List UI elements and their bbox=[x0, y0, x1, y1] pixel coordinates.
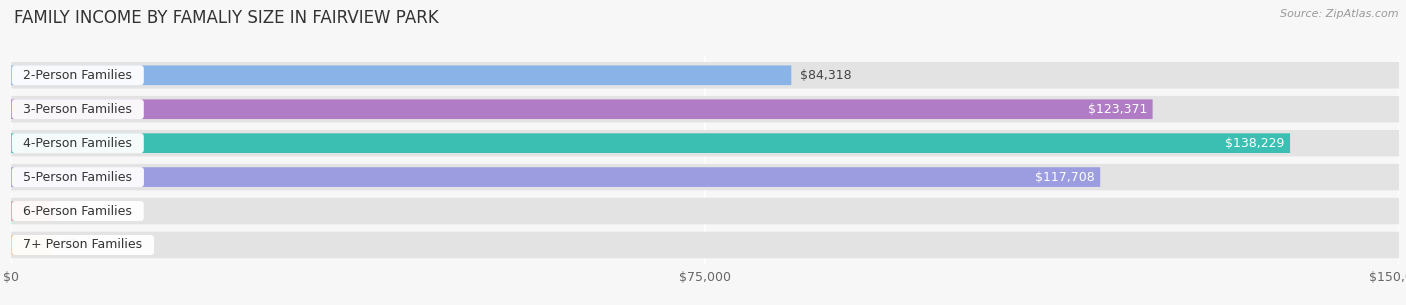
Text: $123,371: $123,371 bbox=[1088, 103, 1147, 116]
FancyBboxPatch shape bbox=[11, 232, 1399, 258]
Text: Source: ZipAtlas.com: Source: ZipAtlas.com bbox=[1281, 9, 1399, 19]
Text: 6-Person Families: 6-Person Families bbox=[15, 205, 141, 217]
FancyBboxPatch shape bbox=[11, 99, 1153, 119]
FancyBboxPatch shape bbox=[11, 66, 792, 85]
Text: 7+ Person Families: 7+ Person Families bbox=[15, 239, 150, 252]
Text: $138,229: $138,229 bbox=[1225, 137, 1285, 150]
FancyBboxPatch shape bbox=[11, 62, 1399, 88]
FancyBboxPatch shape bbox=[11, 130, 1399, 156]
Text: $84,318: $84,318 bbox=[800, 69, 851, 82]
FancyBboxPatch shape bbox=[11, 96, 1399, 122]
FancyBboxPatch shape bbox=[11, 167, 1101, 187]
FancyBboxPatch shape bbox=[11, 164, 1399, 190]
Text: $0: $0 bbox=[62, 205, 77, 217]
FancyBboxPatch shape bbox=[11, 235, 53, 255]
Text: $117,708: $117,708 bbox=[1035, 170, 1095, 184]
Text: 4-Person Families: 4-Person Families bbox=[15, 137, 141, 150]
Text: 5-Person Families: 5-Person Families bbox=[15, 170, 141, 184]
Text: 2-Person Families: 2-Person Families bbox=[15, 69, 141, 82]
Text: FAMILY INCOME BY FAMALIY SIZE IN FAIRVIEW PARK: FAMILY INCOME BY FAMALIY SIZE IN FAIRVIE… bbox=[14, 9, 439, 27]
FancyBboxPatch shape bbox=[11, 133, 1291, 153]
FancyBboxPatch shape bbox=[11, 198, 1399, 224]
FancyBboxPatch shape bbox=[11, 201, 53, 221]
Text: $0: $0 bbox=[62, 239, 77, 252]
Text: 3-Person Families: 3-Person Families bbox=[15, 103, 141, 116]
